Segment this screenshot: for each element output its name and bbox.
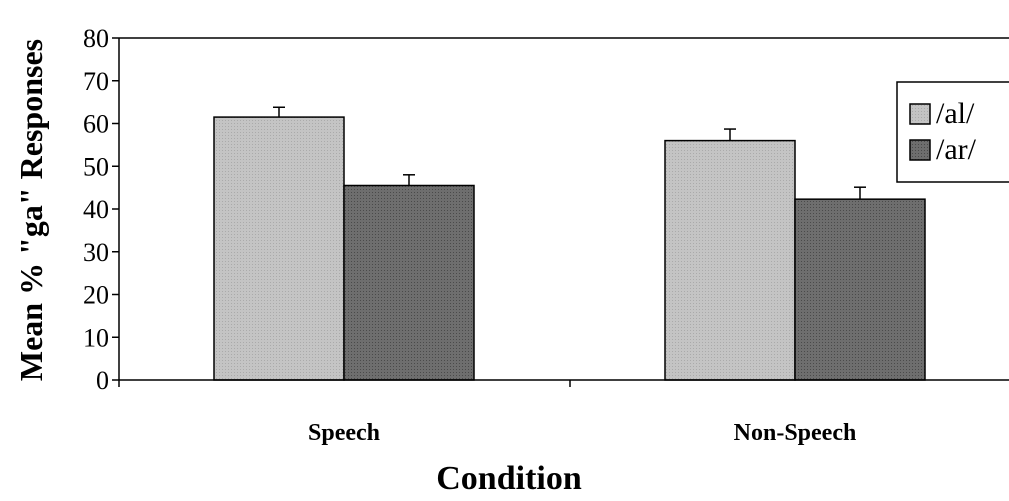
y-axis-title: Mean % "ga" Responses	[13, 39, 49, 381]
y-tick-label: 0	[96, 366, 109, 395]
bar-non-speech-series-1	[794, 198, 926, 381]
y-tick-label: 10	[83, 323, 109, 352]
legend: /al/ /ar/	[896, 81, 1009, 183]
legend-label-ar: /ar/	[936, 133, 977, 166]
legend-swatch-ar	[909, 139, 931, 161]
y-tick-label: 60	[83, 110, 109, 139]
y-tick-label: 80	[83, 24, 109, 53]
x-axis-title: Condition	[436, 460, 582, 497]
bar-non-speech-series-0	[664, 139, 796, 381]
y-tick-label: 50	[83, 152, 109, 181]
legend-box	[896, 81, 1009, 183]
y-tick-label: 30	[83, 238, 109, 267]
y-tick-label: 20	[83, 281, 109, 310]
x-category-label: Non-Speech	[734, 420, 857, 446]
legend-swatch-al	[909, 103, 931, 125]
legend-label-al: /al/	[936, 97, 975, 130]
bar-speech-series-1	[343, 184, 475, 381]
bar-speech-series-0	[213, 116, 345, 381]
y-tick-label: 70	[83, 67, 109, 96]
x-category-label: Speech	[308, 420, 380, 446]
y-tick-label: 40	[83, 195, 109, 224]
